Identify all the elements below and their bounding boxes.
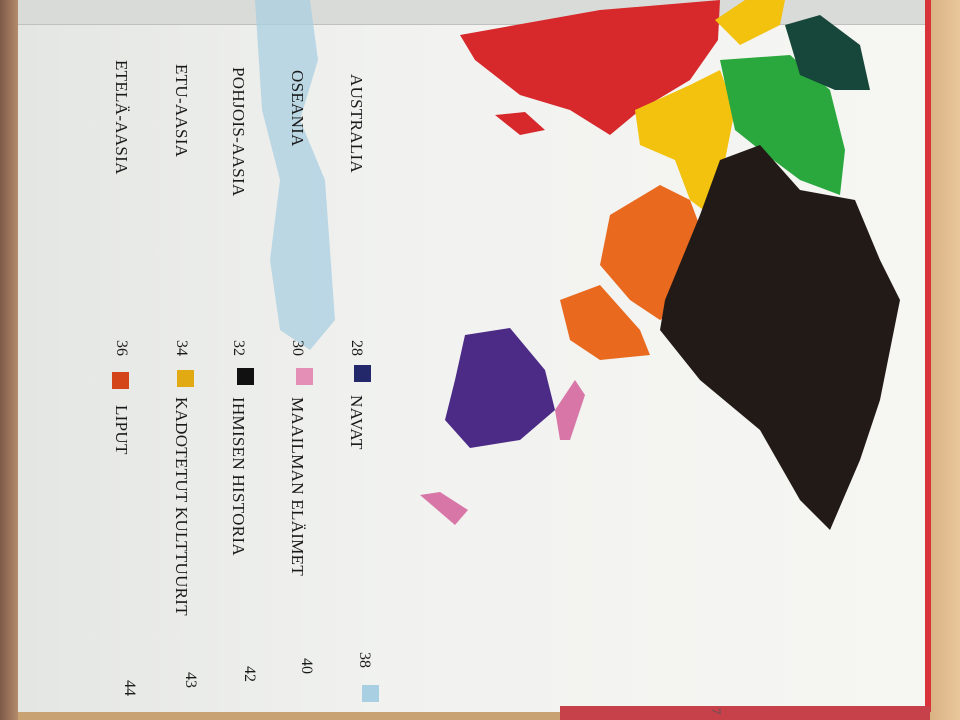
toc-entry-liput[interactable]: LIPUT bbox=[112, 405, 131, 455]
color-key-next bbox=[362, 685, 379, 702]
color-key-ihmisen-historia bbox=[237, 368, 254, 385]
map-africa bbox=[660, 145, 900, 530]
toc-entry-pohjois-aasia[interactable]: POHJOIS-AASIA bbox=[229, 67, 248, 197]
map-yellow-north bbox=[715, 0, 785, 45]
book-cover-edge bbox=[925, 0, 931, 712]
toc-entry-ihmisen-historia[interactable]: IHMISEN HISTORIA bbox=[229, 397, 248, 556]
color-key-navat bbox=[354, 365, 371, 382]
ocean-wash bbox=[255, 0, 335, 350]
toc-page-liput: 44 bbox=[121, 680, 138, 696]
table-surface-left bbox=[0, 0, 18, 720]
map-russia bbox=[460, 0, 720, 135]
toc-page-oseania: 30 bbox=[289, 340, 306, 356]
color-key-liput bbox=[112, 372, 129, 389]
toc-entry-australia[interactable]: AUSTRALIA bbox=[347, 74, 366, 174]
page-number: 7 bbox=[709, 708, 724, 715]
toc-page-navat: 38 bbox=[356, 652, 373, 668]
toc-entry-navat[interactable]: NAVAT bbox=[347, 395, 366, 450]
toc-page-kadotetut-kulttuurit: 43 bbox=[182, 672, 199, 688]
toc-page-ihmisen-historia: 42 bbox=[241, 666, 258, 682]
map-russia-island bbox=[495, 112, 545, 135]
toc-entry-etela-aasia[interactable]: ETELÄ-AASIA bbox=[112, 60, 131, 175]
toc-entry-maailman-elaimet[interactable]: MAAILMAN ELÄIMET bbox=[288, 397, 307, 577]
map-nz bbox=[420, 492, 468, 525]
toc-page-etela-aasia: 36 bbox=[113, 340, 130, 356]
toc-page-australia: 28 bbox=[348, 340, 365, 356]
color-key-kadotetut-kulttuurit bbox=[177, 370, 194, 387]
toc-entry-kadotetut-kulttuurit[interactable]: KADOTETUT KULTTUURIT bbox=[172, 397, 191, 616]
map-middle-east-2 bbox=[560, 285, 650, 360]
toc-entry-etu-aasia[interactable]: ETU-AASIA bbox=[172, 64, 191, 158]
map-islands bbox=[555, 380, 585, 440]
toc-page-maailman-elaimet: 40 bbox=[298, 658, 315, 674]
table-surface-right bbox=[928, 0, 960, 720]
toc-entry-oseania[interactable]: OSEANIA bbox=[288, 70, 307, 147]
map-green bbox=[720, 55, 845, 195]
map-china bbox=[635, 70, 735, 215]
color-key-maailman-elaimet bbox=[296, 368, 313, 385]
toc-page-pohjois-aasia: 32 bbox=[230, 340, 247, 356]
toc-page-etu-aasia: 34 bbox=[173, 340, 190, 356]
book-cover-bottom bbox=[560, 706, 930, 720]
map-dark-green bbox=[785, 15, 870, 90]
map-australia bbox=[445, 328, 555, 448]
